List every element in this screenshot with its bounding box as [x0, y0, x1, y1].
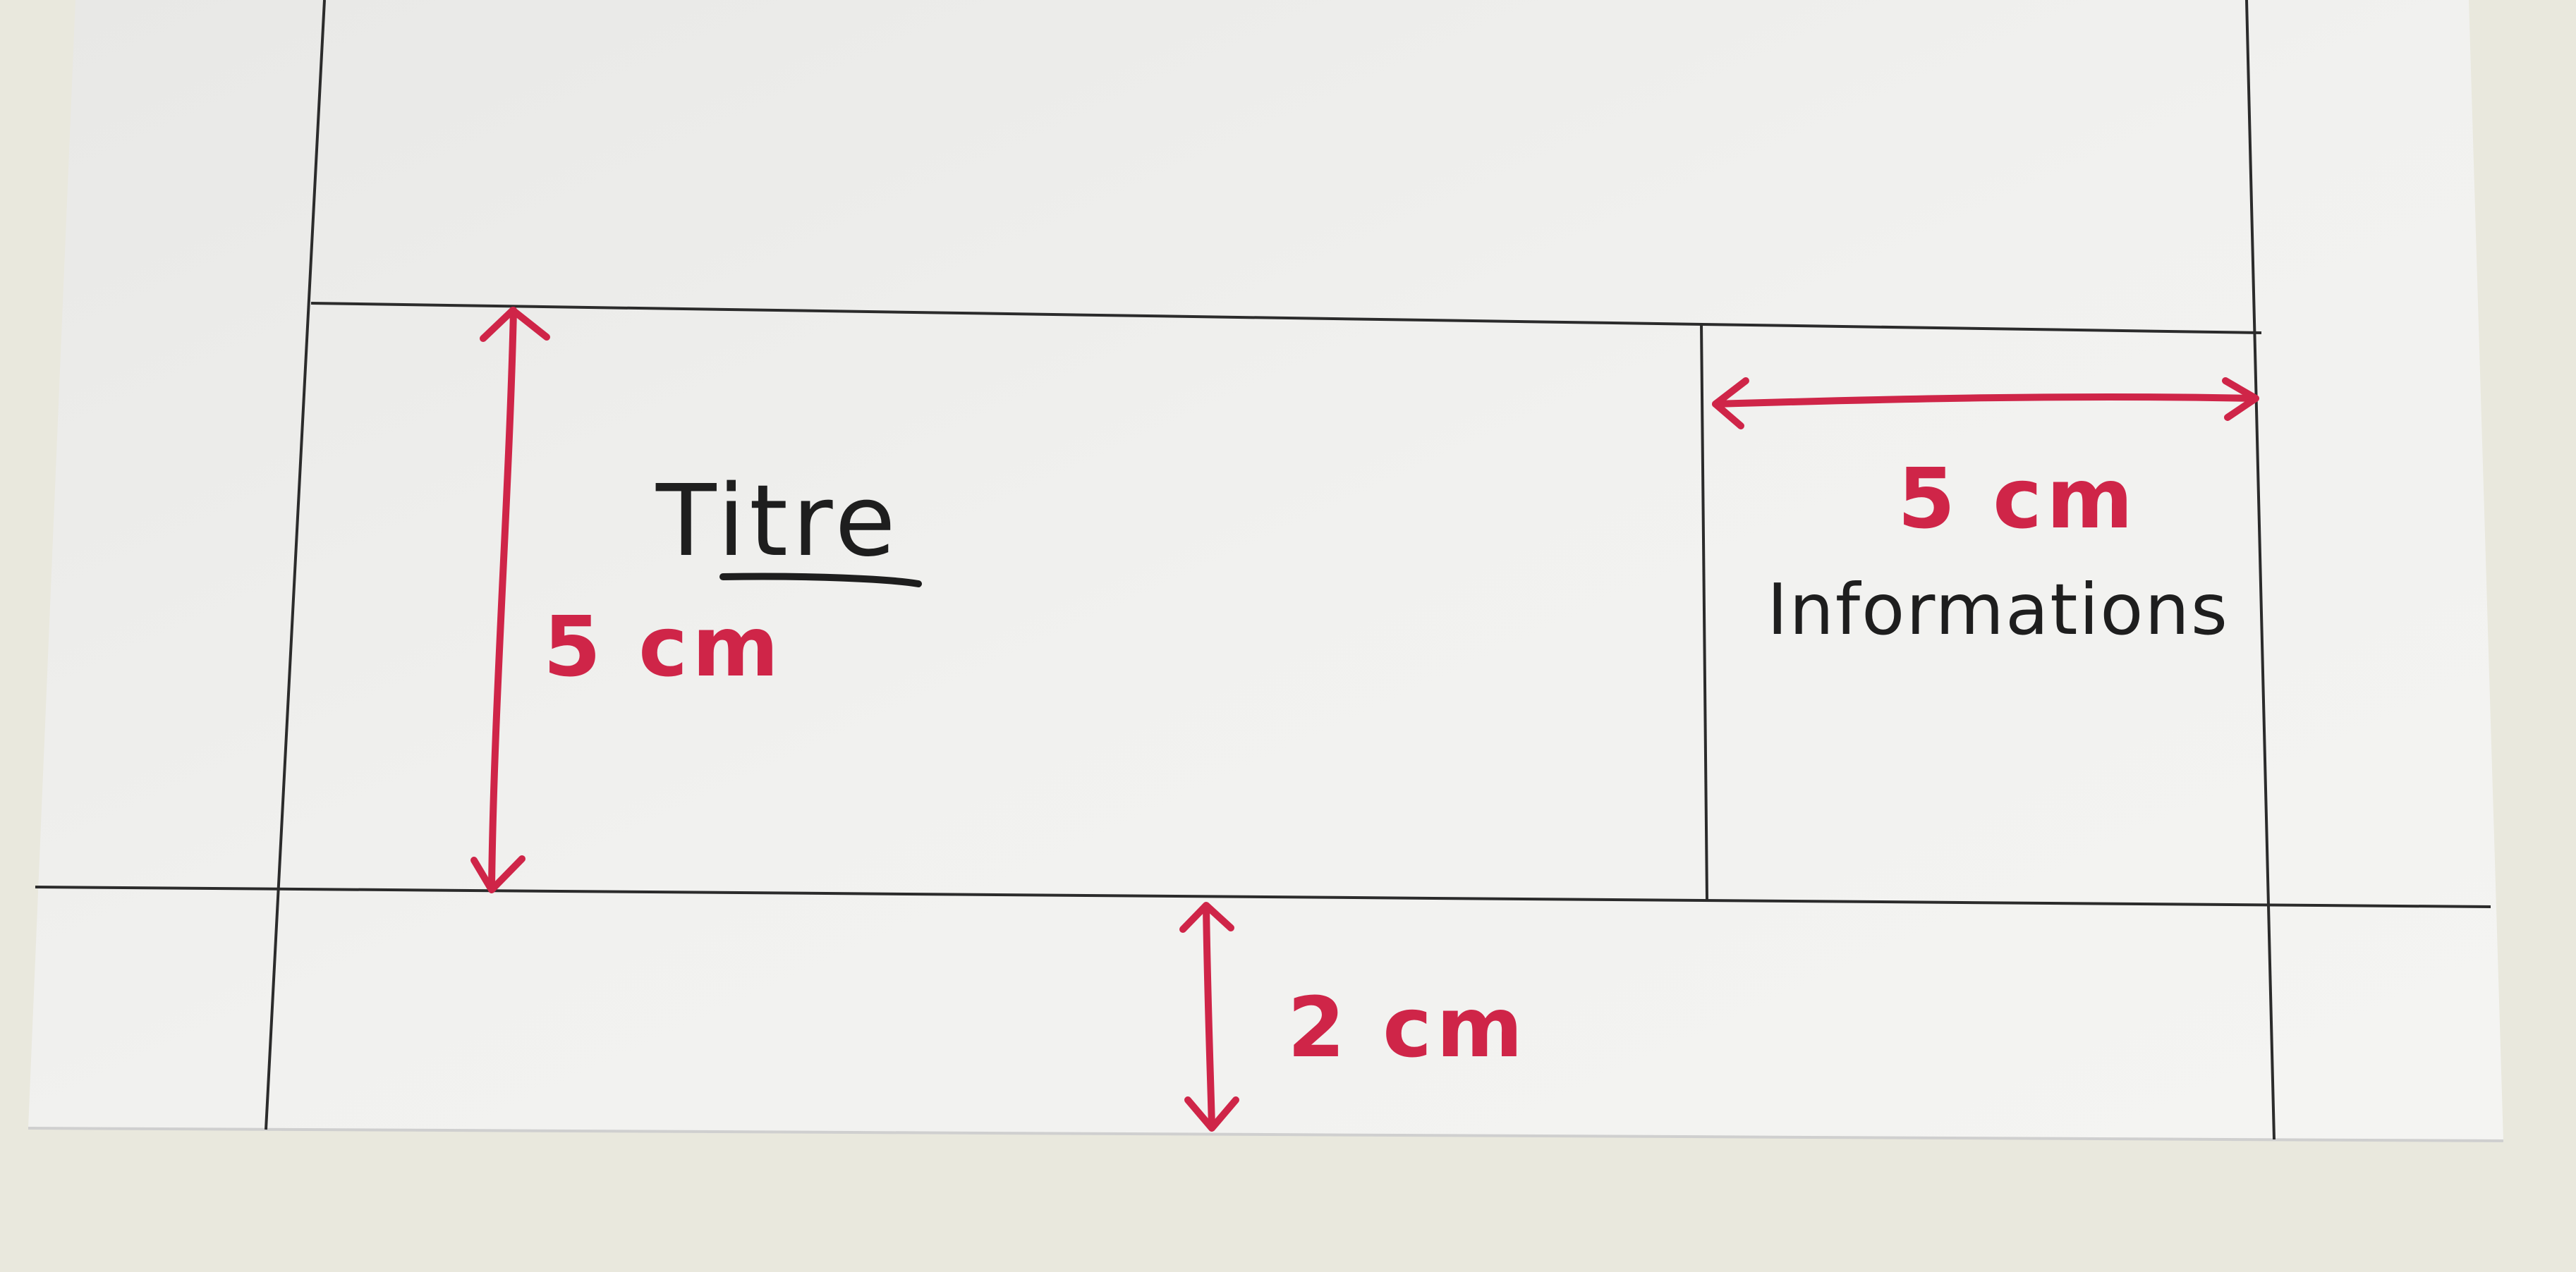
- left-vertical-line: [265, 0, 326, 1130]
- bottom-margin-arrow-head-bottom: [1184, 1096, 1239, 1132]
- title-top-line: [310, 302, 2262, 334]
- title-height-arrow-head-bottom: [470, 855, 525, 893]
- bottom-margin-measure: 2 cm: [1287, 979, 1528, 1076]
- info-divider-line: [1700, 322, 1708, 900]
- paper-sheet: [28, 0, 2503, 1141]
- info-width-arrow-head-right: [2222, 377, 2259, 421]
- title-height-arrow-head-top: [480, 307, 550, 342]
- info-width-arrow: [1712, 393, 2257, 408]
- title-height-measure: 5 cm: [543, 598, 784, 695]
- red-arrows: [470, 307, 2259, 1132]
- frame-bottom-line: [35, 886, 2491, 908]
- bottom-margin-arrow-head-top: [1179, 902, 1234, 933]
- title-underline: [719, 573, 922, 587]
- paper-edge: [28, 1127, 2504, 1142]
- right-vertical-line: [2245, 0, 2276, 1140]
- title-label: Titre: [656, 464, 900, 579]
- info-label: Informations: [1767, 568, 2229, 651]
- info-width-arrow-head-left: [1712, 377, 1749, 429]
- bottom-margin-arrow: [1203, 903, 1215, 1130]
- pencil-lines: [35, 0, 2491, 1140]
- info-width-measure: 5 cm: [1897, 450, 2138, 547]
- title-height-arrow: [488, 307, 517, 891]
